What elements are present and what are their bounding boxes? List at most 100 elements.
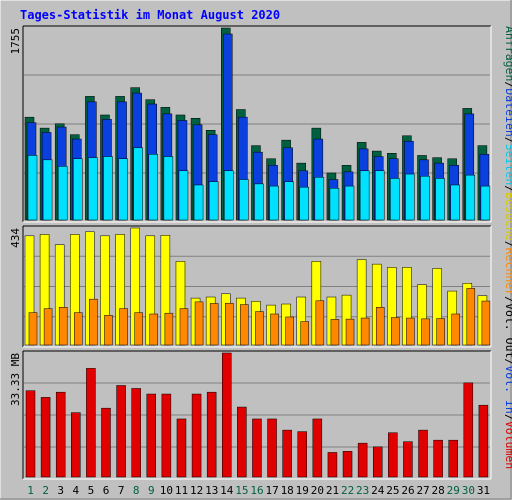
legend-separator: / bbox=[503, 185, 512, 192]
bar-volumen-day-11 bbox=[176, 418, 187, 478]
x-label-day-23: 23 bbox=[356, 484, 369, 497]
x-label-day-20: 20 bbox=[311, 484, 324, 497]
bar-volumen-day-23 bbox=[357, 442, 368, 478]
x-label-day-8: 8 bbox=[133, 484, 140, 497]
bar-volumen-day-27 bbox=[418, 429, 428, 478]
chart-title: Tages-Statistik im Monat August 2020 bbox=[20, 8, 280, 22]
bar-seiten-day-24 bbox=[374, 170, 385, 221]
bar-volumen-day-21 bbox=[327, 452, 338, 478]
bar-volumen-day-15 bbox=[237, 406, 247, 478]
x-label-day-14: 14 bbox=[220, 484, 234, 497]
panel-2: 434 bbox=[9, 225, 492, 348]
bar-rechner-day-22 bbox=[345, 318, 355, 346]
x-label-day-9: 9 bbox=[148, 484, 155, 497]
bar-rechner-day-31 bbox=[481, 300, 491, 346]
bar-seiten-day-2 bbox=[42, 159, 53, 221]
bar-seiten-day-25 bbox=[390, 178, 400, 221]
bar-rechner-day-12 bbox=[194, 301, 204, 346]
bar-rechner-day-5 bbox=[89, 298, 98, 346]
bar-volumen-day-25 bbox=[388, 432, 398, 478]
x-label-day-19: 19 bbox=[296, 484, 309, 497]
x-label-day-3: 3 bbox=[57, 484, 64, 497]
bar-rechner-day-14 bbox=[225, 302, 234, 346]
x-label-day-29: 29 bbox=[447, 484, 460, 497]
panels-group: 1755 434 33.33 MB bbox=[9, 25, 492, 480]
bar-rechner-day-20 bbox=[315, 300, 325, 346]
bar-rechner-day-11 bbox=[179, 308, 189, 346]
bar-seiten-day-30 bbox=[465, 174, 476, 221]
bar-rechner-day-16 bbox=[255, 311, 264, 346]
bar-volumen-day-31 bbox=[478, 404, 489, 478]
x-label-day-17: 17 bbox=[265, 484, 278, 497]
x-label-day-5: 5 bbox=[88, 484, 95, 497]
bar-volumen-day-20 bbox=[312, 418, 323, 478]
bar-seiten-day-22 bbox=[344, 185, 355, 221]
x-label-day-26: 26 bbox=[401, 484, 414, 497]
bar-rechner-day-17 bbox=[270, 313, 279, 346]
bar-seiten-day-3 bbox=[57, 166, 68, 221]
x-label-day-16: 16 bbox=[250, 484, 263, 497]
x-label-day-24: 24 bbox=[371, 484, 385, 497]
x-label-day-27: 27 bbox=[416, 484, 429, 497]
x-label-day-4: 4 bbox=[73, 484, 80, 497]
x-label-day-18: 18 bbox=[281, 484, 294, 497]
x-label-day-1: 1 bbox=[27, 484, 34, 497]
bar-seiten-day-6 bbox=[103, 156, 113, 221]
x-label-day-31: 31 bbox=[477, 484, 490, 497]
bar-rechner-day-27 bbox=[421, 318, 430, 346]
bar-rechner-day-9 bbox=[149, 313, 159, 346]
bar-seiten-day-20 bbox=[314, 177, 325, 221]
bar-seiten-day-29 bbox=[450, 184, 460, 221]
x-label-day-10: 10 bbox=[160, 484, 173, 497]
legend-vol-in: Vol. In bbox=[503, 365, 512, 413]
bar-volumen-day-7 bbox=[116, 385, 126, 478]
bar-volumen-day-2 bbox=[40, 397, 51, 478]
legend-dateien: Dateien bbox=[503, 88, 512, 136]
bar-rechner-day-7 bbox=[119, 308, 128, 346]
bar-seiten-day-1 bbox=[27, 155, 38, 221]
bar-rechner-day-6 bbox=[104, 315, 113, 346]
x-label-day-11: 11 bbox=[175, 484, 188, 497]
bar-rechner-day-19 bbox=[300, 321, 309, 346]
right-legend-labels: Anfragen/Dateien/Seiten/Besuche/Rechner/… bbox=[503, 26, 512, 469]
bar-rechner-day-1 bbox=[28, 312, 38, 346]
bar-volumen-day-5 bbox=[86, 368, 96, 478]
bar-volumen-day-19 bbox=[297, 431, 307, 478]
bar-rechner-day-10 bbox=[164, 312, 174, 346]
panel-3-ymax-label: 33.33 MB bbox=[9, 353, 22, 406]
x-label-day-22: 22 bbox=[341, 484, 354, 497]
bar-seiten-day-28 bbox=[435, 178, 445, 221]
bar-seiten-day-12 bbox=[193, 184, 204, 221]
bar-rechner-day-24 bbox=[375, 307, 385, 346]
bar-rechner-day-21 bbox=[330, 319, 340, 346]
bar-volumen-day-10 bbox=[161, 393, 172, 478]
bar-volumen-day-26 bbox=[403, 441, 413, 478]
x-label-day-6: 6 bbox=[103, 484, 110, 497]
bar-seiten-day-5 bbox=[88, 157, 98, 221]
x-label-day-13: 13 bbox=[205, 484, 218, 497]
bar-seiten-day-9 bbox=[148, 154, 159, 221]
bar-rechner-day-29 bbox=[451, 313, 460, 346]
bar-seiten-day-21 bbox=[329, 188, 340, 221]
legend-besuche: Besuche bbox=[503, 192, 512, 241]
legend-separator: / bbox=[503, 137, 512, 144]
legend-rechner: Rechner bbox=[503, 248, 512, 297]
x-axis-labels: 1 2 3 4 5 6 7 8 9 10 11 12 13 14 15 16 17 18 19 20 21 22 23 24 2… bbox=[27, 484, 490, 497]
bar-seiten-day-26 bbox=[405, 173, 415, 221]
bar-volumen-day-24 bbox=[372, 446, 383, 478]
x-label-day-15: 15 bbox=[235, 484, 248, 497]
bar-seiten-day-13 bbox=[208, 181, 219, 221]
bar-rechner-day-28 bbox=[436, 318, 445, 346]
legend-separator: / bbox=[503, 81, 512, 88]
x-label-day-12: 12 bbox=[190, 484, 203, 497]
bar-volumen-day-30 bbox=[463, 382, 474, 478]
bar-rechner-day-15 bbox=[240, 304, 249, 346]
x-label-day-30: 30 bbox=[462, 484, 475, 497]
bar-seiten-day-17 bbox=[269, 185, 279, 221]
bar-seiten-day-16 bbox=[254, 183, 264, 221]
right-legend-text: Anfragen/Dateien/Seiten/Besuche/Rechner/… bbox=[503, 26, 512, 469]
legend-seiten: Seiten bbox=[503, 144, 512, 186]
bar-volumen-day-3 bbox=[55, 391, 66, 478]
bar-rechner-day-8 bbox=[134, 312, 143, 346]
